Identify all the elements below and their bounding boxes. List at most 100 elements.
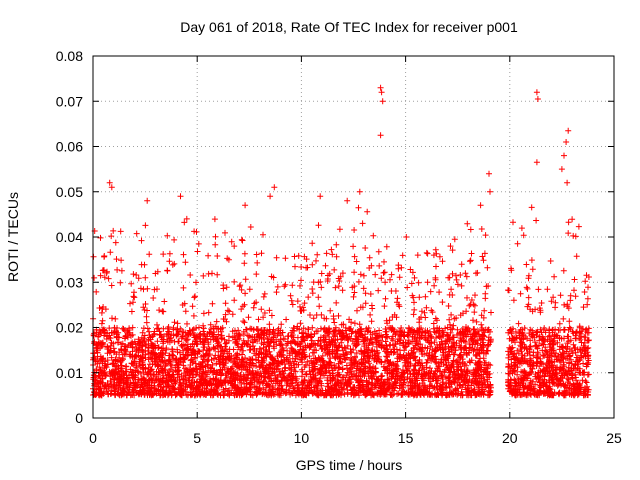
data-point	[111, 325, 118, 331]
data-point	[466, 341, 473, 347]
data-point	[193, 379, 200, 386]
data-point	[387, 276, 393, 283]
data-point	[390, 337, 396, 344]
data-point	[134, 368, 141, 375]
data-point	[290, 347, 297, 354]
data-point	[172, 377, 179, 384]
data-point	[277, 360, 283, 367]
data-point	[321, 346, 328, 353]
data-point	[450, 322, 457, 329]
data-point	[218, 335, 225, 342]
data-point	[352, 353, 358, 360]
data-point	[466, 358, 473, 365]
data-point	[175, 331, 182, 338]
data-point	[323, 250, 330, 257]
data-point	[152, 377, 159, 384]
data-point	[197, 382, 204, 389]
data-point	[546, 332, 553, 339]
data-point	[182, 308, 189, 315]
data-point	[316, 303, 323, 310]
data-point	[368, 302, 375, 309]
data-point	[387, 348, 394, 355]
data-point	[547, 258, 554, 264]
data-point	[440, 333, 446, 340]
data-point	[476, 347, 483, 354]
data-point	[459, 392, 466, 399]
data-point	[164, 369, 171, 376]
data-point	[190, 312, 197, 319]
data-point	[238, 356, 245, 363]
data-point	[537, 355, 544, 362]
data-point	[154, 361, 160, 367]
data-point	[383, 243, 390, 250]
data-point	[449, 270, 456, 277]
data-point	[378, 332, 385, 339]
data-point	[290, 385, 297, 392]
data-point	[344, 342, 351, 349]
data-point	[474, 269, 481, 276]
data-point	[455, 375, 462, 382]
data-point	[510, 335, 517, 342]
data-point	[524, 285, 531, 292]
data-point	[471, 380, 477, 387]
data-point	[371, 390, 378, 397]
data-point	[468, 297, 475, 303]
data-point	[99, 375, 105, 382]
data-point	[457, 351, 464, 358]
data-point	[450, 378, 457, 385]
data-point	[338, 390, 345, 397]
data-point	[164, 377, 170, 384]
data-point	[566, 324, 573, 331]
data-point	[540, 341, 547, 348]
data-point	[404, 376, 411, 382]
data-point	[386, 342, 393, 348]
data-point	[379, 372, 386, 379]
data-point	[250, 338, 256, 345]
data-point	[579, 377, 586, 384]
data-point	[260, 341, 267, 348]
data-point	[575, 361, 582, 368]
data-point	[274, 283, 281, 290]
data-point	[398, 373, 405, 380]
data-point	[541, 325, 548, 332]
data-point	[137, 285, 144, 292]
data-point	[329, 350, 336, 357]
data-point	[392, 331, 399, 338]
data-point	[279, 368, 286, 375]
data-point	[529, 365, 536, 372]
data-point	[338, 321, 345, 328]
data-point	[475, 382, 482, 389]
data-point	[430, 370, 437, 377]
data-point	[544, 367, 551, 374]
data-point	[436, 253, 443, 260]
data-point	[376, 327, 383, 334]
data-point	[431, 339, 438, 346]
data-point	[99, 306, 106, 312]
data-point	[449, 325, 456, 332]
data-point	[140, 361, 146, 368]
data-point	[438, 384, 445, 391]
data-point	[348, 391, 355, 398]
data-point	[199, 359, 206, 366]
data-point	[463, 308, 470, 315]
data-point	[483, 283, 490, 290]
data-point	[375, 248, 382, 255]
data-point	[283, 316, 290, 323]
data-point	[349, 364, 356, 371]
data-point	[348, 361, 355, 368]
data-point	[390, 391, 397, 398]
data-point	[567, 297, 574, 304]
data-point	[223, 318, 230, 325]
data-point	[478, 226, 485, 232]
data-point	[424, 345, 431, 352]
data-point	[422, 389, 429, 396]
data-point	[548, 298, 555, 305]
data-point	[124, 328, 131, 335]
data-point	[258, 250, 265, 257]
data-point	[449, 391, 456, 398]
data-point	[442, 356, 449, 363]
data-point	[434, 365, 441, 372]
data-point	[508, 265, 514, 272]
data-point	[250, 304, 257, 311]
data-point	[189, 303, 196, 310]
